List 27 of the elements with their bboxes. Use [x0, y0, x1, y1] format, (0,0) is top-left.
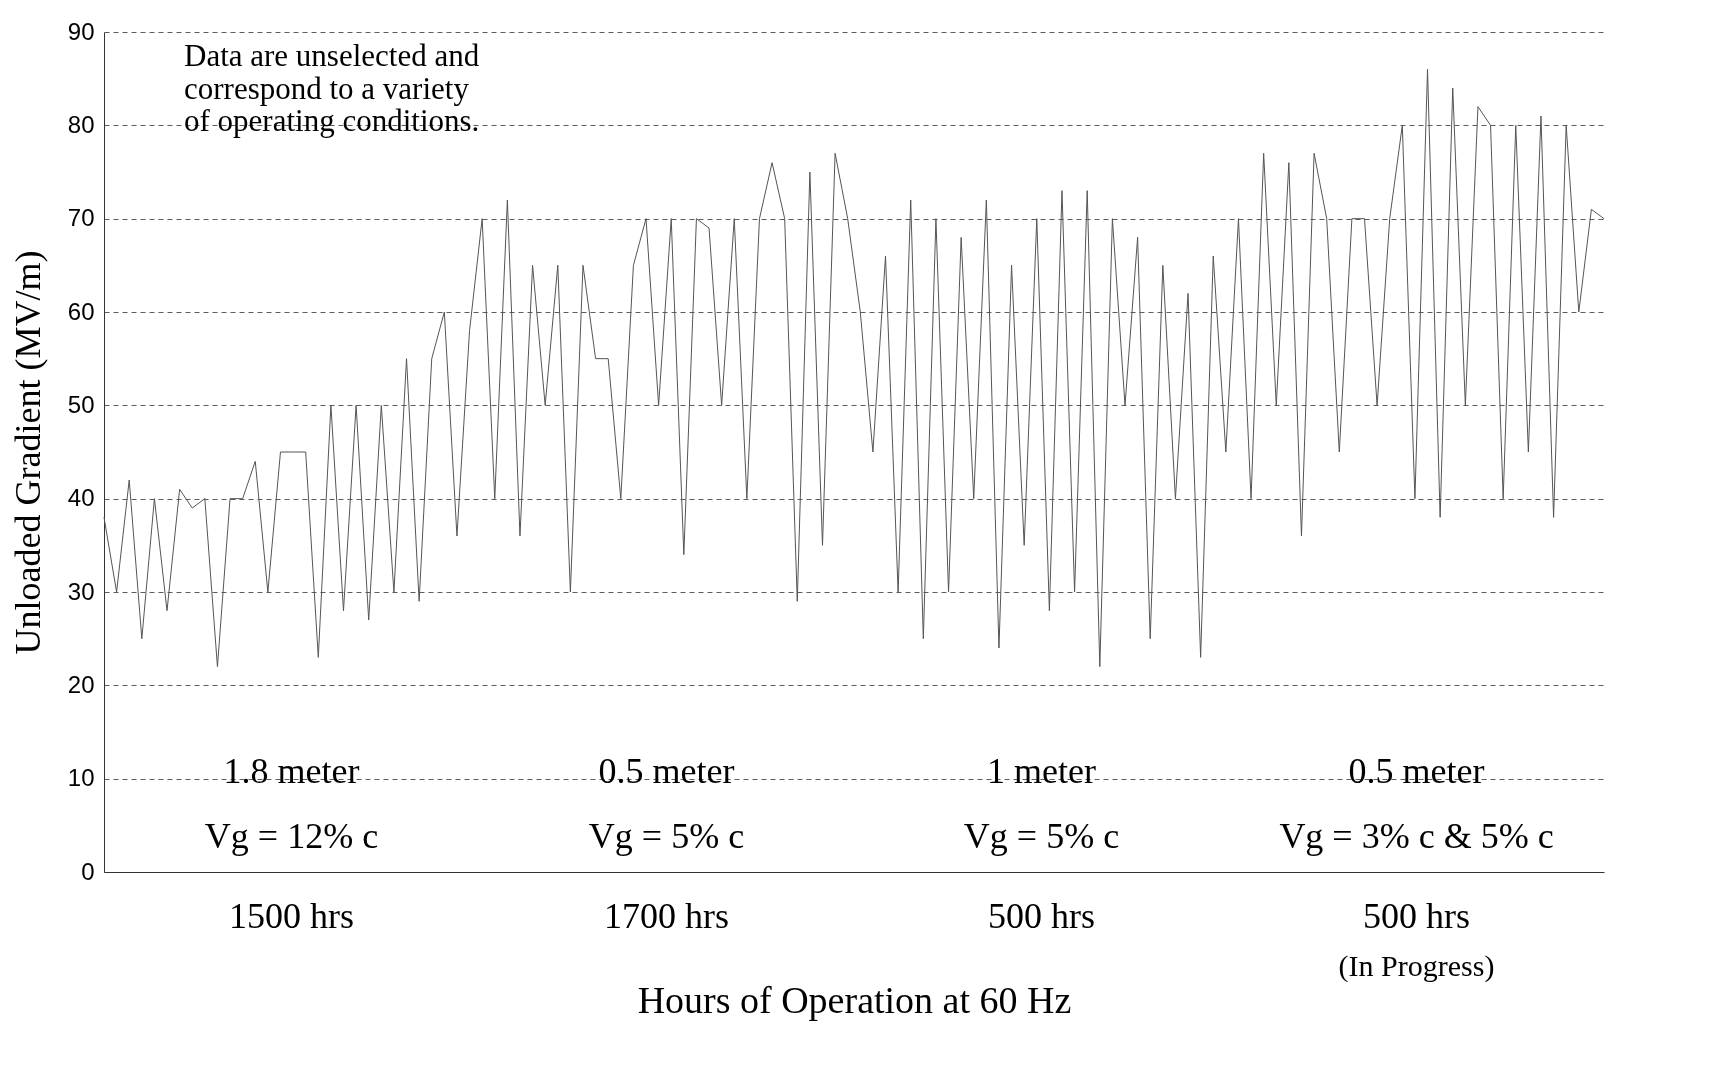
annotation: 1.8 meter — [223, 751, 360, 791]
text: 500 hrs — [988, 896, 1095, 936]
y-tick-label: 90 — [67, 17, 95, 45]
y-axis-title: Unloaded Gradient (MV/m) — [7, 250, 48, 655]
y-tick-label: 80 — [67, 110, 95, 138]
text: 500 hrs — [1363, 896, 1470, 936]
annotation: 0.5 meter — [1348, 751, 1485, 791]
annotation: 0.5 meter — [598, 751, 735, 791]
annotation: Vg = 12% c — [204, 816, 379, 856]
annotation: Vg = 5% c — [588, 816, 745, 856]
annotation: 1 meter — [987, 751, 1096, 791]
y-tick-label: 50 — [67, 390, 95, 418]
y-tick-label: 20 — [67, 670, 95, 698]
y-tick-label: 70 — [67, 204, 95, 232]
y-tick-label: 40 — [67, 484, 95, 512]
y-tick-label: 60 — [67, 297, 95, 325]
x-axis-title: Hours of Operation at 60 Hz — [637, 978, 1072, 1021]
text: 1700 hrs — [604, 896, 729, 936]
line-series — [103, 68, 1605, 668]
text: 1500 hrs — [229, 896, 354, 936]
text: (In Progress) — [1338, 949, 1495, 983]
y-tick-label: 10 — [67, 764, 95, 792]
y-tick-label: 30 — [67, 577, 95, 605]
annotation: Vg = 5% c — [963, 816, 1120, 856]
annotation: Data are unselected and correspond to a variety of operating conditions. — [184, 38, 480, 139]
y-tick-label: 0 — [81, 857, 95, 885]
annotation: Vg = 3% c & 5% c — [1279, 816, 1554, 856]
